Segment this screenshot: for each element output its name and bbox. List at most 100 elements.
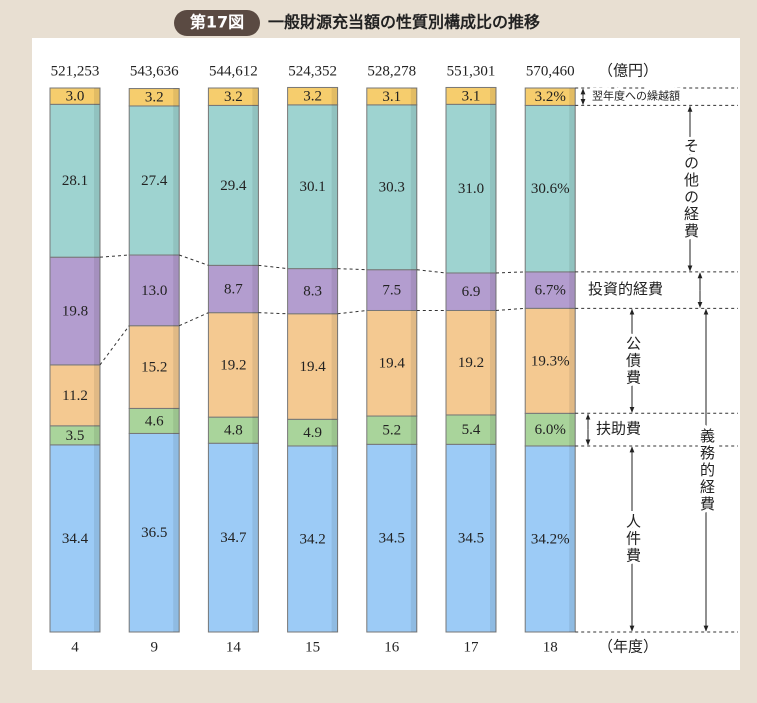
bar-segment [207, 312, 259, 418]
bar-segment [366, 269, 418, 311]
value-label: 19.4 [379, 356, 406, 372]
badge-bg [174, 10, 260, 36]
bar-segment [128, 105, 180, 256]
bar-segment [49, 444, 101, 633]
bar-shade [252, 88, 259, 632]
total-label: 543,636 [130, 63, 179, 79]
connector [99, 254, 130, 258]
value-label: 3.2 [145, 90, 164, 106]
total-label: 570,460 [526, 63, 575, 79]
x-tick-label: 16 [384, 639, 400, 655]
bar-segment [287, 445, 339, 633]
bar-shade [490, 88, 496, 632]
value-label: 13.0 [141, 283, 167, 299]
value-label: 3.1 [462, 88, 481, 104]
total-label: 544,612 [209, 63, 258, 79]
bar-segment [524, 87, 576, 106]
bar-segment [287, 418, 339, 447]
bar-segment [128, 325, 180, 409]
connector [337, 268, 367, 271]
bar-segment [524, 307, 576, 414]
bar-segment [287, 313, 339, 420]
legend-label: 投資的経費 [588, 280, 663, 298]
bar-shade [410, 88, 417, 632]
bar-shade [173, 88, 180, 632]
bar-segment [207, 87, 259, 106]
value-label: 3.2% [535, 89, 566, 105]
value-label: 19.3% [531, 353, 570, 369]
value-label: 36.5 [141, 525, 167, 541]
value-label: 30.1 [299, 179, 325, 195]
bar-segment [445, 86, 497, 105]
connector [416, 269, 447, 274]
value-label: 3.2 [224, 89, 243, 105]
connector [495, 271, 526, 274]
bar-segment [128, 88, 180, 107]
value-label: 34.5 [458, 531, 484, 547]
bar-segment [49, 364, 101, 427]
value-label: 34.5 [379, 531, 405, 547]
bar-segment [524, 412, 576, 447]
value-label: 31.0 [458, 181, 484, 197]
value-label: 34.2 [299, 531, 325, 547]
total-label: 528,278 [367, 63, 416, 79]
bar-segment [366, 415, 418, 445]
bar-segment [49, 87, 101, 105]
group-label: 義務的経費 [698, 428, 716, 513]
value-label: 3.5 [66, 428, 85, 444]
connector [495, 307, 526, 311]
value-label: 30.3 [379, 180, 405, 196]
bar-segment [128, 407, 180, 434]
bar-segment [287, 104, 339, 270]
bar-segment [366, 443, 418, 633]
value-label: 30.6% [531, 181, 570, 197]
bar-segment [524, 104, 576, 273]
value-label: 5.2 [382, 423, 401, 439]
value-label: 7.5 [382, 283, 401, 299]
x-tick-label: 15 [305, 639, 320, 655]
value-label: 6.9 [462, 284, 481, 300]
unit-label: （億円） [598, 62, 658, 79]
connector [178, 312, 209, 327]
x-tick-label: 9 [150, 639, 158, 655]
value-label: 3.0 [66, 89, 85, 105]
bar-segment [524, 445, 576, 633]
value-label: 3.2 [303, 89, 322, 105]
bar-segment [366, 87, 418, 106]
value-label: 34.7 [220, 530, 247, 546]
bar-segment [207, 104, 259, 266]
bar-segment [366, 309, 418, 417]
value-label: 34.4 [62, 531, 89, 547]
badge: 第17図 [190, 13, 244, 32]
bar-segment [287, 268, 339, 315]
bar-shade [331, 88, 338, 632]
value-label: 8.3 [303, 284, 322, 300]
total-label: 524,352 [288, 63, 337, 79]
x-tick-label: 17 [464, 639, 480, 655]
total-label: 551,301 [447, 63, 496, 79]
total-label: 521,253 [51, 63, 100, 79]
value-label: 19.2 [220, 357, 246, 373]
value-label: 4.6 [145, 413, 164, 429]
connector [179, 254, 209, 266]
legend-label: 公債費 [624, 335, 642, 386]
x-tick-label: 4 [71, 639, 79, 655]
bar-segment [445, 309, 497, 416]
value-label: 4.8 [224, 423, 243, 439]
x-unit-label: （年度） [598, 638, 658, 655]
legend-label: 人件費 [624, 513, 642, 564]
bar-segment [207, 264, 259, 314]
bar-shade [569, 88, 576, 632]
value-label: 34.2% [531, 531, 570, 547]
chart-title: 一般財源充当額の性質別構成比の推移 [268, 13, 540, 32]
x-tick-label: 18 [543, 639, 558, 655]
legend-label: 翌年度への繰越額 [592, 89, 680, 103]
value-label: 15.2 [141, 360, 167, 376]
x-tick-label: 14 [226, 639, 242, 655]
legend-label: その他の経費 [682, 138, 700, 240]
value-label: 3.1 [382, 89, 401, 105]
value-label: 5.4 [462, 422, 481, 438]
bar-shade [94, 88, 100, 632]
